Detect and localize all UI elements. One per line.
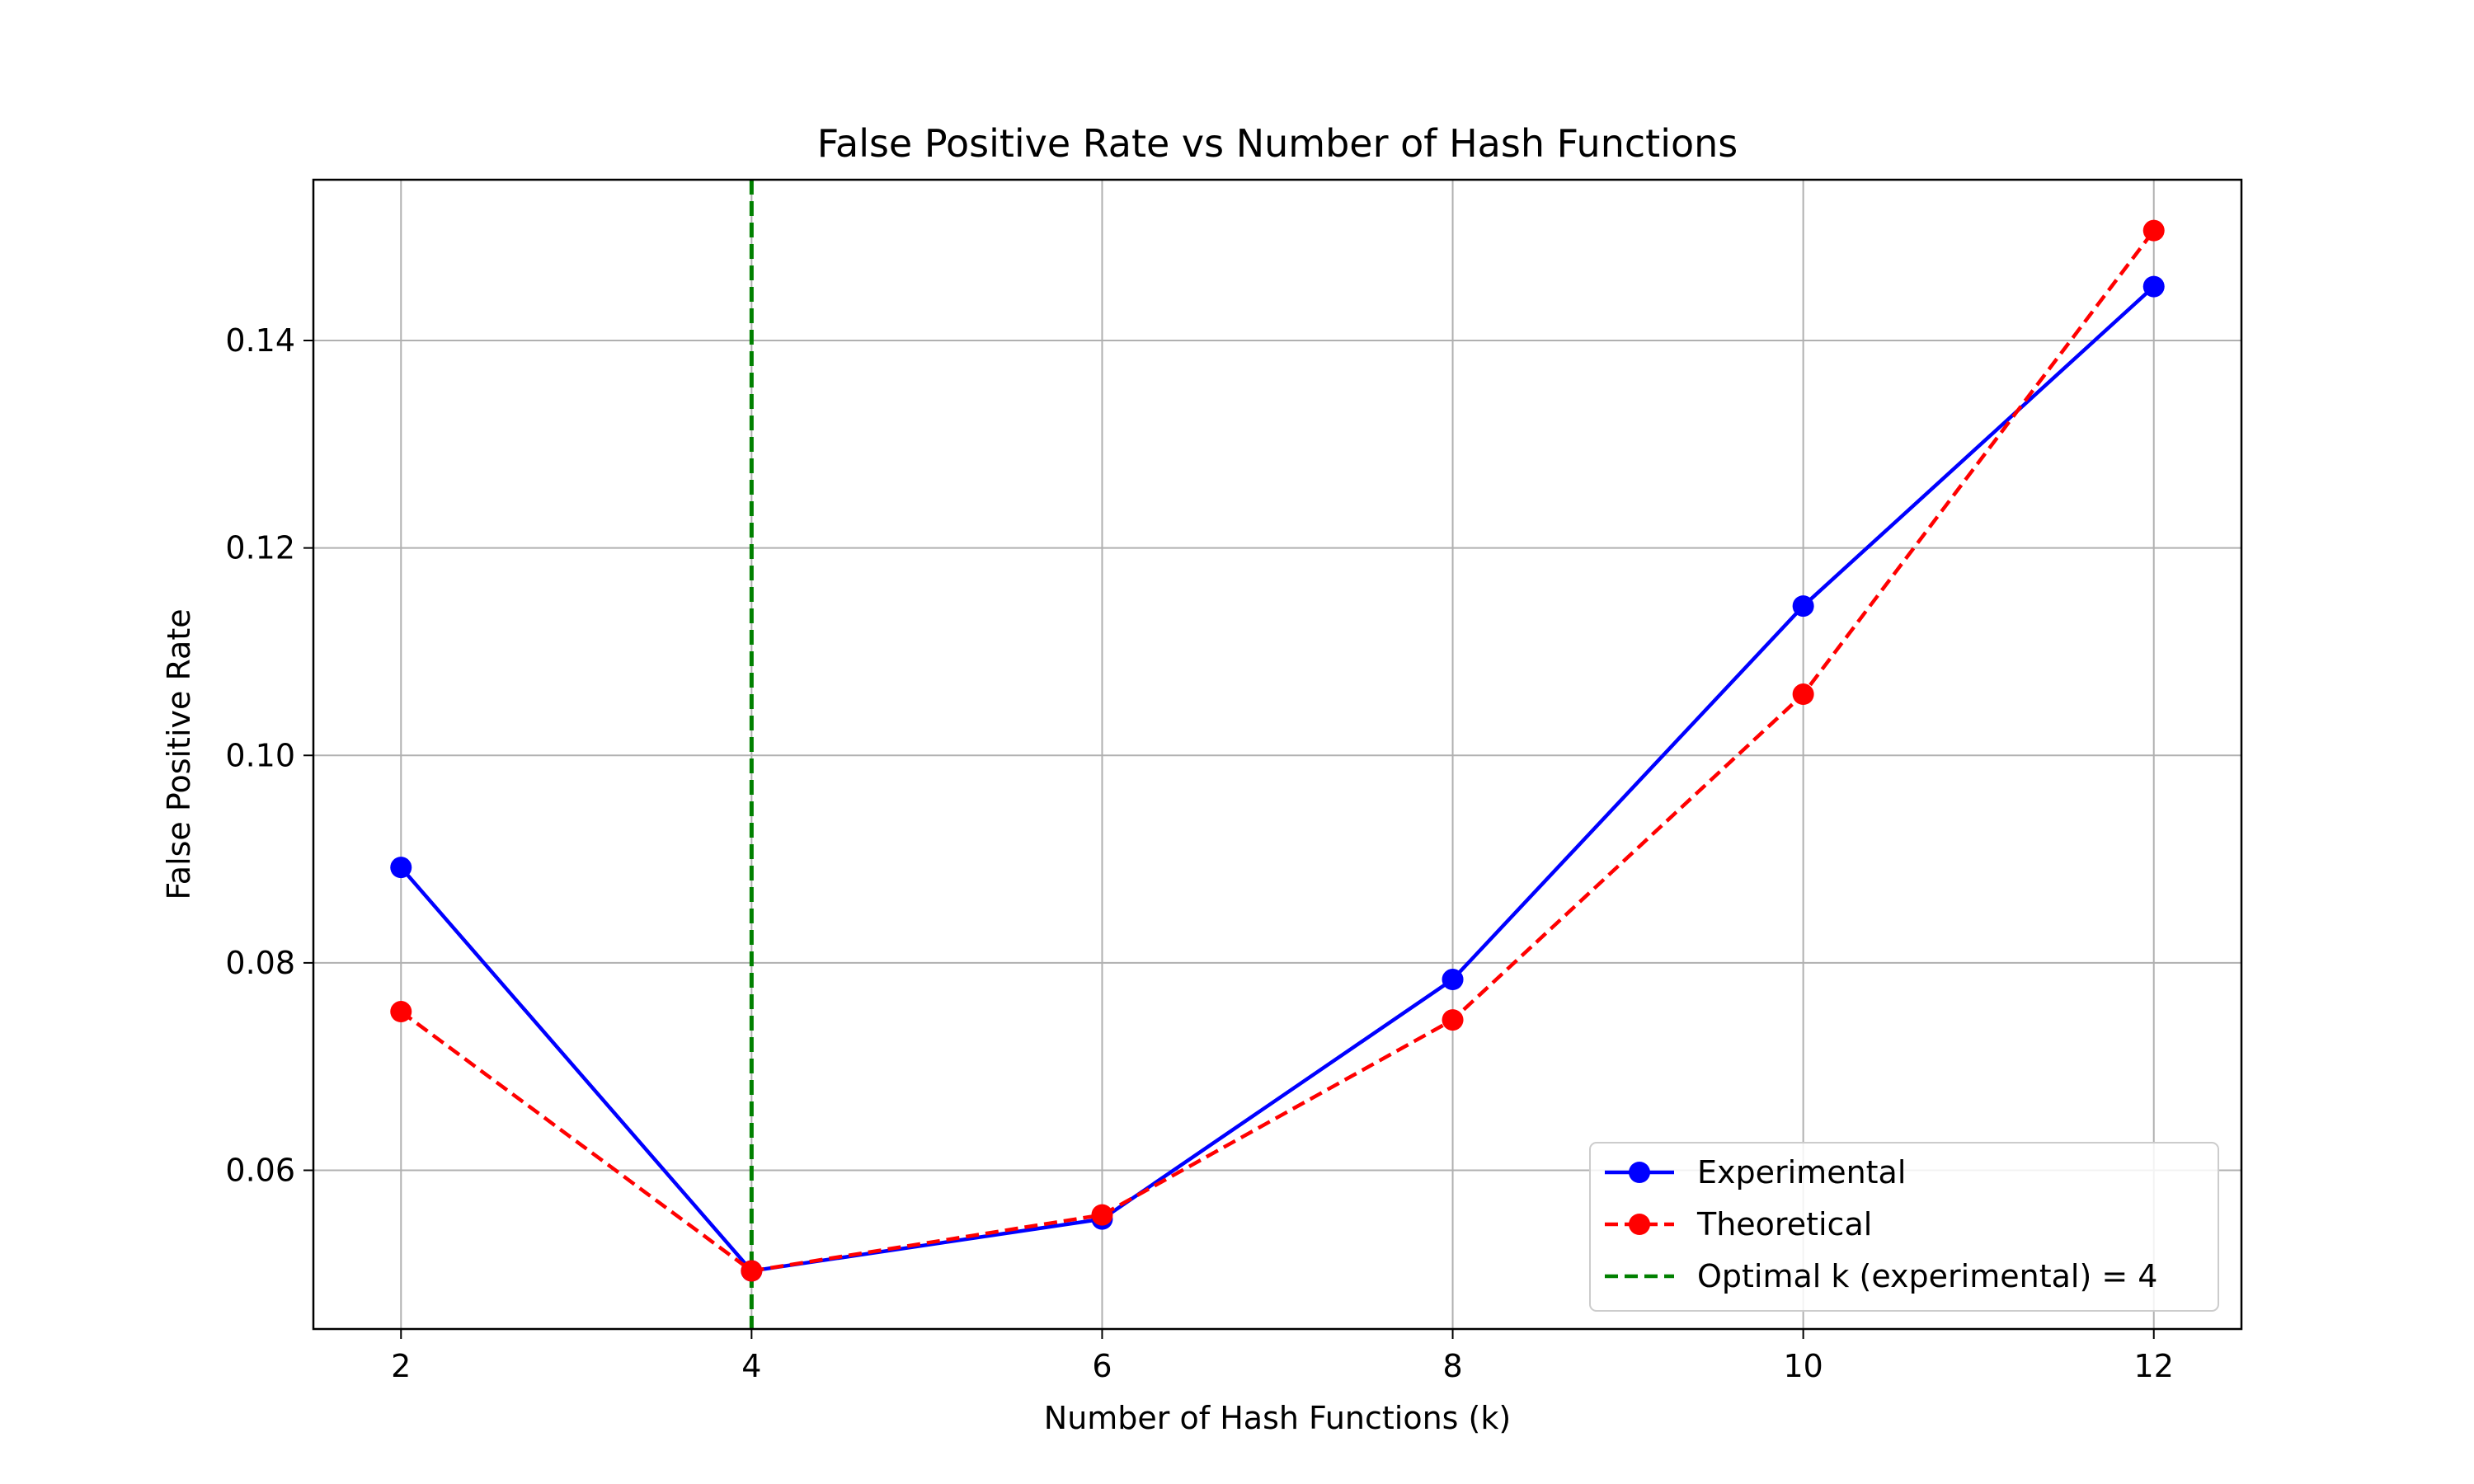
point-experimental — [2142, 275, 2165, 298]
y-tick-label: 0.12 — [225, 530, 295, 566]
y-tick-label: 0.06 — [225, 1153, 295, 1189]
point-theoretical — [1792, 683, 1814, 706]
point-theoretical — [390, 1001, 412, 1023]
y-tick-label: 0.14 — [225, 322, 295, 359]
x-tick-label: 12 — [2134, 1348, 2174, 1384]
legend-label: Optimal k (experimental) = 4 — [1697, 1258, 2157, 1294]
y-axis-label: False Positive Rate — [161, 608, 197, 899]
plot-frame — [312, 178, 2243, 1331]
legend-marker — [1629, 1162, 1650, 1183]
y-tick-label: 0.08 — [225, 945, 295, 981]
x-tick-label: 2 — [391, 1348, 411, 1384]
x-axis-label: Number of Hash Functions (k) — [1044, 1400, 1511, 1436]
series-line-experimental — [399, 284, 2156, 1273]
x-tick-label: 8 — [1442, 1348, 1462, 1384]
point-theoretical — [741, 1260, 763, 1282]
point-experimental — [1442, 969, 1464, 991]
point-theoretical — [1442, 1009, 1464, 1031]
point-experimental — [1792, 595, 1814, 618]
series-group — [390, 219, 2165, 1282]
point-theoretical — [2142, 219, 2165, 242]
legend: Experimental Theoretical Optimal k (experi… — [1589, 1142, 2219, 1312]
y-ticks: 0.06 0.08 0.10 0.12 0.14 — [225, 322, 313, 1189]
y-tick-label: 0.10 — [225, 737, 295, 773]
x-ticks: 2 4 6 8 10 12 — [391, 1329, 2174, 1384]
legend-marker — [1629, 1214, 1650, 1235]
legend-label: Experimental — [1697, 1154, 1906, 1190]
x-tick-label: 4 — [741, 1348, 761, 1384]
series-line-theoretical — [399, 229, 2156, 1273]
legend-label: Theoretical — [1696, 1206, 1872, 1242]
legend-box — [1589, 1142, 2219, 1312]
point-experimental — [390, 857, 412, 879]
chart-title: False Positive Rate vs Number of Hash Fu… — [817, 121, 1738, 166]
x-tick-label: 6 — [1092, 1348, 1112, 1384]
x-tick-label: 10 — [1783, 1348, 1823, 1384]
point-theoretical — [1091, 1204, 1113, 1226]
